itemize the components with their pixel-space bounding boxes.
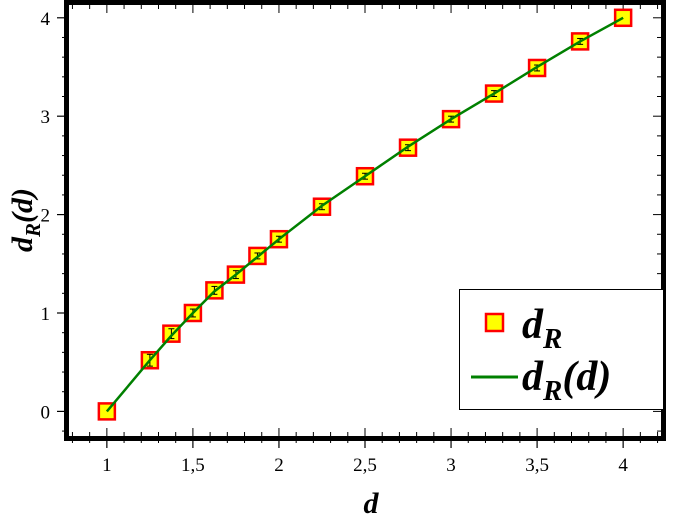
- x-tick-label: 2,5: [353, 455, 377, 476]
- y-tick-label: 1: [41, 304, 51, 325]
- x-tick-label: 1,5: [181, 455, 205, 476]
- y-axis-title: dR(d): [6, 188, 45, 252]
- legend-box: [459, 289, 664, 410]
- x-tick-label: 4: [618, 455, 628, 476]
- y-tick-label: 0: [41, 402, 51, 423]
- plot-frame: [64, 0, 666, 441]
- series-line-dr-d: [105, 16, 624, 413]
- x-tick-labels: 1 1,5 2 2,5 3 3,5 4: [102, 455, 628, 476]
- y-tick-labels: 0 1 2 3 4: [41, 9, 51, 424]
- y-tick-label: 4: [41, 9, 51, 30]
- legend-marker-swatch: [484, 312, 505, 333]
- x-tick-label: 2: [274, 455, 284, 476]
- legend-label-dr-d: dR(d): [522, 354, 611, 407]
- x-tick-label: 3: [446, 455, 456, 476]
- x-tick-label: 1: [102, 455, 112, 476]
- y-tick-label: 3: [41, 107, 51, 128]
- series-line: [105, 16, 624, 413]
- data-point-marker: [613, 8, 633, 28]
- x-tick-label: 3,5: [525, 455, 549, 476]
- y-tick-label: 2: [41, 206, 51, 227]
- x-axis-title: d: [364, 487, 380, 520]
- legend-label-dr: dR: [522, 302, 562, 355]
- legend: dR dR(d): [459, 289, 664, 410]
